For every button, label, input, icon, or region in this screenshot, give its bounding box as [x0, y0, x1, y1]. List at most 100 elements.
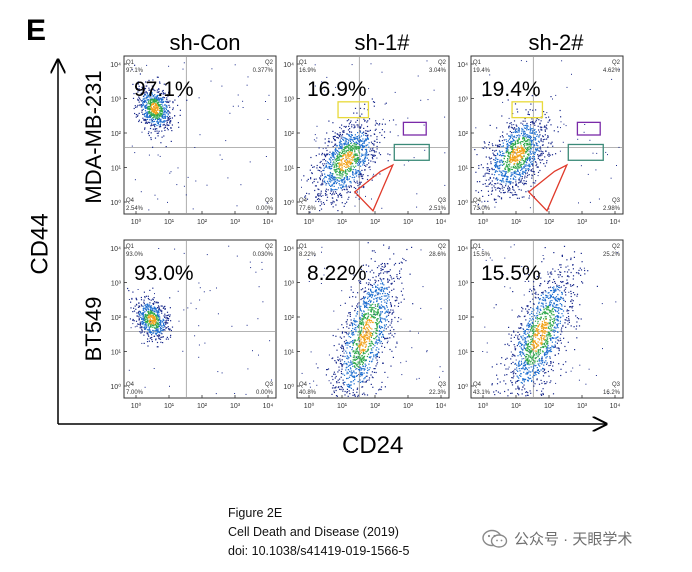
x-tick-label: 10⁰ — [131, 402, 142, 410]
quadrant-q1-name: Q1 — [473, 60, 482, 66]
y-tick-label: 10¹ — [284, 350, 295, 357]
y-tick-label: 10⁴ — [283, 246, 294, 253]
y-tick-label: 10² — [458, 131, 469, 138]
quadrant-q3-value: 2.98% — [603, 206, 621, 212]
scatter-plot-4 — [123, 239, 277, 399]
y-tick-label: 10⁴ — [110, 62, 121, 69]
x-tick-label: 10³ — [577, 403, 588, 410]
quadrant-q3-name: Q3 — [612, 382, 621, 388]
quadrant-q1-name: Q1 — [126, 60, 135, 66]
main-percentage: 93.0% — [134, 262, 194, 285]
quadrant-q1-name: Q1 — [473, 244, 482, 250]
x-tick-label: 10⁰ — [304, 402, 315, 410]
quadrant-q2-name: Q2 — [265, 244, 274, 250]
quadrant-q4-value: 2.54% — [126, 206, 144, 212]
quadrant-q2-name: Q2 — [612, 60, 621, 66]
quadrant-q4-name: Q4 — [473, 198, 482, 204]
x-axis-label: CD24 — [342, 432, 404, 459]
x-tick-label: 10³ — [230, 219, 241, 226]
x-tick-label: 10² — [544, 219, 555, 226]
gate-yellow — [511, 101, 544, 119]
main-percentage: 97.1% — [134, 78, 194, 101]
quadrant-q3-value: 2.51% — [429, 206, 447, 212]
caption-doi: doi: 10.1038/s41419-019-1566-5 — [228, 544, 410, 558]
y-tick-label: 10¹ — [111, 166, 122, 173]
quadrant-q4-value: 43.1% — [473, 390, 491, 396]
main-percentage: 15.5% — [481, 262, 541, 285]
quadrant-q2-name: Q2 — [612, 244, 621, 250]
plot-frame — [123, 239, 277, 399]
x-tick-label: 10³ — [403, 403, 414, 410]
scatter-plot-5 — [296, 239, 450, 399]
gate-purple — [402, 121, 427, 136]
x-tick-label: 10⁴ — [610, 403, 621, 410]
y-tick-label: 10² — [284, 131, 295, 138]
y-tick-label: 10⁴ — [283, 62, 294, 69]
x-tick-label: 10³ — [403, 219, 414, 226]
x-tick-label: 10⁰ — [304, 218, 315, 226]
quadrant-q3-name: Q3 — [265, 198, 274, 204]
y-tick-label: 10³ — [458, 281, 469, 288]
x-tick-label: 10¹ — [511, 403, 522, 410]
column-title-sh-2: sh-2# — [528, 30, 584, 55]
quadrant-q1-name: Q1 — [126, 244, 135, 250]
quadrant-q4-value: 73.0% — [473, 206, 491, 212]
quadrant-q1-name: Q1 — [299, 60, 308, 66]
y-tick-label: 10² — [111, 315, 122, 322]
quadrant-q3-name: Q3 — [438, 382, 447, 388]
scatter-plot-2 — [296, 55, 450, 215]
quadrant-q3-value: 0.00% — [256, 206, 274, 212]
y-tick-label: 10⁰ — [457, 383, 468, 391]
y-tick-label: 10³ — [458, 97, 469, 104]
quadrant-q4-value: 77.6% — [299, 206, 317, 212]
y-tick-label: 10³ — [111, 97, 122, 104]
x-tick-label: 10⁴ — [263, 403, 274, 410]
quadrant-q4-name: Q4 — [126, 198, 135, 204]
event-dots — [301, 242, 444, 398]
quadrant-q1-value: 19.4% — [473, 68, 491, 74]
gate-red — [353, 163, 395, 212]
x-tick-label: 10¹ — [337, 219, 348, 226]
watermark-text: 公众号 · 天眼学术 — [514, 531, 633, 548]
panel-letter: E — [26, 14, 47, 47]
quadrant-q3-value: 0.00% — [256, 390, 274, 396]
y-tick-label: 10¹ — [458, 166, 469, 173]
x-tick-label: 10⁴ — [436, 403, 447, 410]
quadrant-q3-value: 22.3% — [429, 390, 447, 396]
y-tick-label: 10³ — [111, 281, 122, 288]
column-title-sh-con: sh-Con — [169, 30, 241, 55]
x-tick-label: 10¹ — [511, 219, 522, 226]
y-tick-label: 10⁴ — [110, 246, 121, 253]
x-tick-label: 10⁴ — [610, 219, 621, 226]
x-tick-label: 10¹ — [337, 403, 348, 410]
quadrant-q2-value: 3.04% — [429, 68, 447, 74]
event-dots — [482, 244, 618, 397]
quadrant-q3-name: Q3 — [612, 198, 621, 204]
y-tick-label: 10² — [284, 315, 295, 322]
y-tick-label: 10¹ — [458, 350, 469, 357]
y-tick-label: 10⁴ — [457, 246, 468, 253]
gate-teal — [393, 143, 430, 161]
caption-figure-id: Figure 2E — [228, 506, 283, 520]
event-dots — [474, 60, 620, 210]
quadrant-q3-value: 16.2% — [603, 390, 621, 396]
event-dots — [301, 60, 446, 213]
quadrant-q1-value: 97.1% — [126, 68, 144, 74]
quadrant-q2-value: 4.62% — [603, 68, 621, 74]
x-tick-label: 10¹ — [164, 219, 175, 226]
figure-caption: Figure 2E Cell Death and Disease (2019) … — [228, 504, 409, 561]
x-tick-label: 10¹ — [164, 403, 175, 410]
quadrant-q2-value: 0.030% — [253, 252, 274, 258]
x-tick-label: 10⁰ — [478, 218, 489, 226]
main-percentage: 8.22% — [307, 262, 367, 285]
y-tick-label: 10³ — [284, 281, 295, 288]
y-tick-label: 10³ — [284, 97, 295, 104]
quadrant-q1-name: Q1 — [299, 244, 308, 250]
x-tick-label: 10³ — [230, 403, 241, 410]
event-dots — [131, 62, 270, 211]
watermark: 公众号 · 天眼学术 — [482, 528, 632, 549]
quadrant-q2-value: 25.2% — [603, 252, 621, 258]
y-tick-label: 10⁰ — [283, 199, 294, 207]
caption-journal: Cell Death and Disease (2019) — [228, 525, 399, 539]
quadrant-q4-name: Q4 — [473, 382, 482, 388]
